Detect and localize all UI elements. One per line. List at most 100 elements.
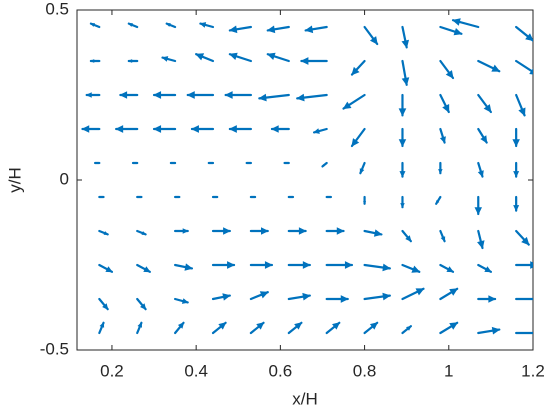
arrow bbox=[98, 321, 105, 335]
arrow bbox=[152, 91, 177, 99]
arrow bbox=[287, 321, 303, 335]
arrow-head bbox=[140, 303, 147, 310]
arrow bbox=[325, 321, 341, 335]
arrow-head bbox=[256, 322, 265, 330]
arrow-head bbox=[442, 104, 450, 113]
arrow bbox=[207, 161, 215, 165]
arrow bbox=[224, 91, 252, 99]
arrow bbox=[515, 331, 533, 335]
arrow bbox=[325, 195, 332, 199]
arrow-head bbox=[302, 292, 311, 301]
arrow-head bbox=[115, 125, 124, 133]
arrow bbox=[401, 263, 421, 273]
arrow bbox=[119, 91, 139, 99]
arrow-head bbox=[259, 291, 269, 299]
arrow-head bbox=[270, 125, 279, 133]
arrow-head bbox=[153, 125, 162, 133]
arrow bbox=[127, 59, 139, 63]
arrow bbox=[363, 292, 391, 301]
arrow-head bbox=[449, 322, 459, 330]
arrow-head bbox=[99, 321, 105, 328]
arrow-head bbox=[382, 292, 391, 301]
arrow-head bbox=[344, 261, 353, 269]
arrow-head bbox=[513, 205, 520, 212]
arrow bbox=[363, 25, 379, 46]
arrow-head bbox=[89, 23, 96, 27]
arrow bbox=[131, 161, 139, 165]
arrow-head bbox=[373, 229, 383, 237]
arrow-head bbox=[351, 66, 360, 76]
arrow-head bbox=[483, 104, 492, 113]
arrow-head bbox=[369, 322, 378, 330]
arrow bbox=[228, 52, 252, 63]
arrow bbox=[249, 261, 274, 269]
arrow bbox=[136, 321, 143, 335]
arrow-head bbox=[446, 266, 454, 273]
arrow bbox=[249, 291, 269, 301]
arrow bbox=[136, 229, 147, 236]
arrow-head bbox=[405, 235, 412, 242]
arrow bbox=[249, 195, 257, 199]
x-axis-label: x/H bbox=[292, 389, 318, 408]
arrow-head bbox=[329, 196, 332, 198]
arrow-head bbox=[165, 23, 171, 27]
arrow bbox=[477, 295, 497, 303]
arrow bbox=[439, 263, 455, 273]
arrow bbox=[439, 229, 446, 243]
arrow-head bbox=[245, 162, 249, 164]
arrow bbox=[401, 287, 425, 301]
arrow-head bbox=[215, 196, 219, 198]
arrow-head bbox=[359, 168, 365, 175]
arrow bbox=[249, 227, 269, 235]
arrow bbox=[98, 297, 109, 311]
arrow bbox=[513, 195, 520, 212]
arrow-head bbox=[291, 196, 294, 198]
arrow bbox=[477, 161, 484, 178]
arrow bbox=[98, 229, 109, 236]
arrow bbox=[228, 25, 252, 34]
arrow-head bbox=[351, 138, 360, 147]
arrow bbox=[350, 127, 366, 148]
arrow-head bbox=[190, 125, 199, 133]
arrow-head bbox=[401, 39, 410, 49]
arrow-head bbox=[85, 92, 92, 98]
arrow-head bbox=[332, 322, 341, 330]
arrow bbox=[266, 25, 290, 34]
arrow bbox=[401, 229, 412, 243]
arrow-head bbox=[363, 201, 367, 205]
arrow-head bbox=[253, 196, 257, 198]
arrow bbox=[94, 161, 101, 165]
arrow-head bbox=[283, 162, 287, 164]
arrow bbox=[401, 59, 410, 86]
arrow bbox=[401, 325, 412, 335]
arrow-head bbox=[137, 321, 142, 328]
arrow-head bbox=[491, 64, 501, 72]
arrow-head bbox=[228, 25, 238, 34]
x-tick-label: 0.2 bbox=[100, 361, 124, 380]
arrow-shaft bbox=[515, 59, 533, 74]
arrow bbox=[174, 321, 185, 335]
arrow bbox=[477, 93, 492, 114]
arrow bbox=[169, 161, 177, 165]
arrow-head bbox=[411, 265, 421, 273]
x-tick-label: 0.6 bbox=[269, 361, 293, 380]
arrow bbox=[515, 93, 526, 117]
arrow bbox=[400, 195, 405, 209]
arrow bbox=[195, 53, 215, 63]
arrow bbox=[174, 263, 194, 271]
arrow-head bbox=[477, 240, 485, 249]
arrow bbox=[152, 125, 177, 133]
arrow-head bbox=[94, 162, 97, 164]
arrow-head bbox=[186, 91, 195, 99]
arrow bbox=[98, 263, 114, 273]
arrow-head bbox=[228, 125, 237, 133]
arrow-head bbox=[101, 196, 105, 198]
arrow bbox=[363, 229, 383, 237]
y-axis-label: y/H bbox=[5, 167, 24, 193]
arrow-head bbox=[304, 25, 314, 34]
arrow-head bbox=[398, 108, 407, 117]
arrow bbox=[515, 229, 530, 246]
arrow-head bbox=[105, 266, 113, 273]
arrow-head bbox=[207, 162, 211, 164]
arrow bbox=[136, 195, 143, 199]
